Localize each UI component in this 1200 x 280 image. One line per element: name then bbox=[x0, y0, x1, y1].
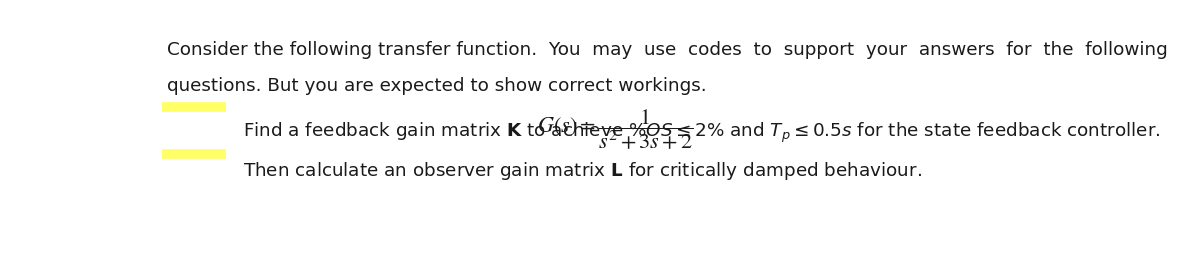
Text: $G(s) = \dfrac{1}{s^2 + 3s + 2}$: $G(s) = \dfrac{1}{s^2 + 3s + 2}$ bbox=[536, 107, 694, 152]
Text: Find a feedback gain matrix $\mathbf{K}$ to achieve $\mathit{\%OS} \leq 2\%$ and: Find a feedback gain matrix $\mathbf{K}$… bbox=[242, 121, 1160, 145]
Text: Consider the following transfer function.  You  may  use  codes  to  support  yo: Consider the following transfer function… bbox=[167, 41, 1168, 59]
Text: Then calculate an observer gain matrix $\mathbf{L}$ for critically damped behavi: Then calculate an observer gain matrix $… bbox=[242, 160, 922, 182]
Text: questions. But you are expected to show correct workings.: questions. But you are expected to show … bbox=[167, 77, 707, 95]
